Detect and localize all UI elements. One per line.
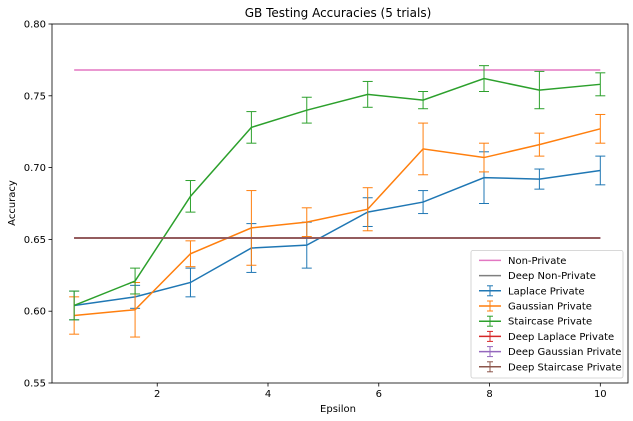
legend-entry: Laplace Private	[508, 286, 585, 297]
legend-entry: Gaussian Private	[508, 302, 592, 313]
y-tick-label: 0.80	[24, 20, 46, 31]
x-axis-label: Epsilon	[320, 404, 356, 415]
y-tick-label: 0.65	[24, 235, 46, 246]
y-tick-label: 0.55	[24, 379, 46, 390]
legend-entry: Deep Gaussian Private	[508, 347, 621, 358]
legend-entry: Deep Staircase Private	[508, 362, 622, 373]
series-line	[74, 169, 601, 307]
y-tick-label: 0.60	[24, 307, 46, 318]
x-tick-label: 2	[154, 389, 160, 400]
y-axis-label: Accuracy	[7, 180, 18, 226]
series-line	[74, 128, 601, 317]
y-tick-label: 0.70	[24, 163, 46, 174]
legend-entry: Non-Private	[508, 256, 566, 267]
legend-entry: Deep Non-Private	[508, 271, 596, 282]
y-tick-label: 0.75	[24, 91, 46, 102]
y-axis: 0.55 0.60 0.65 0.70 0.75 0.80	[24, 20, 52, 390]
legend: Non-Private Deep Non-Private Laplace Priva…	[470, 249, 624, 379]
x-tick-label: 8	[486, 389, 492, 400]
plot-frame	[51, 23, 629, 384]
x-tick-label: 10	[594, 389, 607, 400]
x-axis: 2 4 6 8 10	[154, 383, 607, 400]
legend-entry: Deep Laplace Private	[508, 332, 614, 343]
plot-area	[69, 65, 606, 338]
chart-title: GB Testing Accuracies (5 trials)	[245, 6, 432, 20]
x-tick-label: 4	[265, 389, 271, 400]
legend-box	[470, 249, 624, 379]
x-tick-label: 6	[376, 389, 382, 400]
legend-entry: Staircase Private	[508, 317, 592, 328]
